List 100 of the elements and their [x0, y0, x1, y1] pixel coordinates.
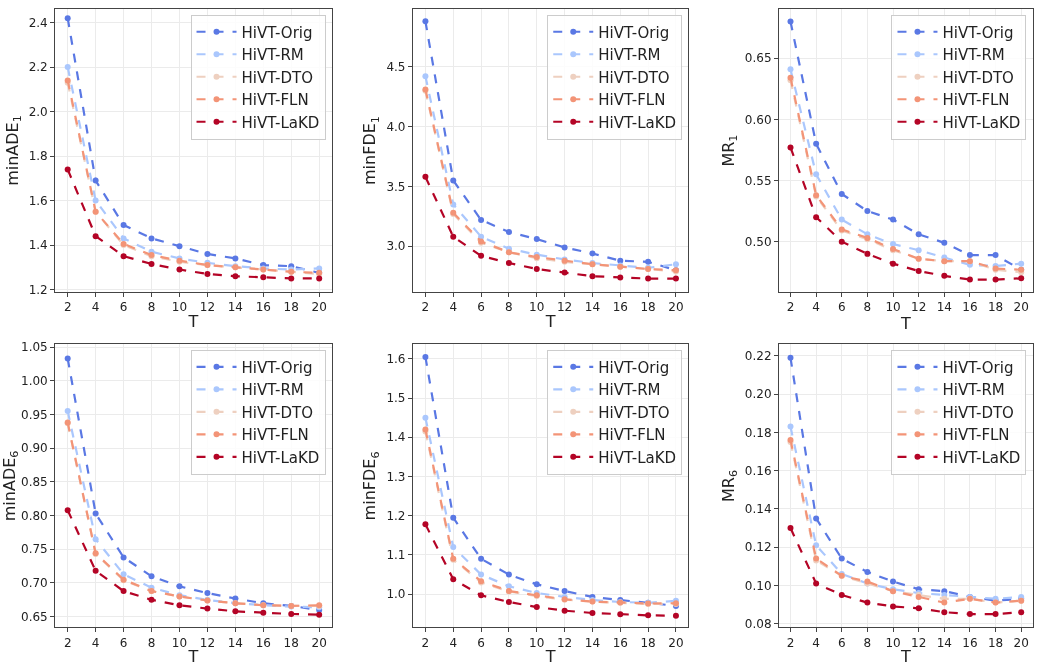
y-tick-label: 0.50: [744, 234, 772, 249]
x-tick-label: 8: [863, 635, 872, 650]
legend-label: HiVT-FLN: [942, 426, 1010, 445]
x-tick-label: 14: [227, 635, 243, 650]
y-tick-label: 3.5: [386, 179, 406, 194]
y-tick-label: 0.75: [21, 542, 48, 557]
x-tick-label: 12: [199, 635, 216, 650]
legend-label: HiVT-LaKD: [241, 113, 320, 132]
legend-label: HiVT-Orig: [598, 23, 670, 42]
legend-label: HiVT-DTO: [942, 68, 1014, 87]
x-tick-label: 16: [962, 300, 978, 315]
legend-label: HiVT-Orig: [241, 23, 313, 42]
legend-label: HiVT-DTO: [598, 68, 670, 87]
x-axis-title: T: [899, 314, 911, 334]
x-tick-label: 14: [227, 300, 243, 315]
x-tick-label: 10: [171, 635, 188, 650]
y-tick-label: 1.8: [28, 149, 48, 164]
x-tick-label: 14: [936, 635, 952, 650]
x-tick-label: 10: [885, 635, 901, 650]
legend-label: HiVT-Orig: [942, 358, 1014, 377]
x-tick-label: 20: [668, 300, 684, 315]
x-tick-label: 2: [786, 635, 795, 650]
legend-label: HiVT-DTO: [598, 403, 670, 422]
x-tick-label: 2: [63, 635, 72, 650]
x-tick-label: 10: [171, 300, 188, 315]
x-tick-label: 4: [449, 300, 458, 315]
legend-label: HiVT-Orig: [598, 358, 670, 377]
x-tick-label: 8: [147, 635, 156, 650]
x-tick-label: 20: [1013, 300, 1029, 315]
x-tick-label: 2: [421, 300, 430, 315]
x-tick-label: 2: [421, 635, 430, 650]
x-tick-label: 16: [255, 300, 271, 315]
y-tick-label: 0.12: [744, 540, 772, 555]
x-tick-label: 2: [63, 300, 72, 315]
x-tick-label: 8: [505, 300, 513, 315]
y-tick-label: 0.65: [21, 609, 48, 624]
y-tick-label: 0.22: [744, 349, 772, 364]
x-tick-label: 8: [863, 300, 872, 315]
y-tick-label: 0.60: [744, 112, 772, 127]
x-tick-label: 2: [786, 300, 795, 315]
y-tick-label: 2.2: [28, 60, 48, 75]
y-tick-label: 0.95: [21, 407, 48, 422]
y-tick-label: 0.80: [21, 508, 48, 523]
y-tick-label: 0.10: [744, 578, 772, 593]
y-tick-label: 0.14: [744, 502, 772, 517]
y-tick-label: 0.85: [21, 475, 48, 490]
x-tick-label: 10: [529, 635, 545, 650]
y-tick-label: 1.4: [28, 238, 48, 253]
y-tick-label: 1.05: [21, 340, 48, 355]
y-tick-label: 4.5: [386, 59, 406, 74]
y-tick-label: 1.0: [386, 587, 406, 602]
x-tick-label: 6: [119, 635, 128, 650]
legend-label: HiVT-DTO: [241, 403, 313, 422]
legend-label: HiVT-FLN: [241, 91, 309, 110]
legend-label: HiVT-FLN: [942, 91, 1010, 110]
x-tick-label: 10: [885, 300, 901, 315]
x-tick-label: 10: [529, 300, 545, 315]
y-tick-label: 0.20: [744, 387, 772, 402]
legend-label: HiVT-Orig: [942, 23, 1014, 42]
x-tick-label: 6: [477, 635, 485, 650]
x-tick-label: 4: [449, 635, 458, 650]
x-tick-label: 8: [505, 635, 513, 650]
legend-label: HiVT-RM: [942, 46, 1005, 65]
legend-label: HiVT-LaKD: [598, 113, 677, 132]
y-tick-label: 1.3: [386, 469, 406, 484]
x-tick-label: 14: [584, 635, 601, 650]
legend-label: HiVT-Orig: [241, 358, 313, 377]
x-tick-label: 16: [255, 635, 271, 650]
x-tick-label: 12: [556, 635, 573, 650]
legend-label: HiVT-LaKD: [942, 113, 1021, 132]
x-tick-label: 16: [612, 635, 628, 650]
x-tick-label: 18: [987, 300, 1004, 315]
legend-label: HiVT-RM: [598, 46, 661, 65]
x-tick-label: 18: [640, 635, 656, 650]
x-tick-label: 12: [556, 300, 573, 315]
x-tick-label: 14: [584, 300, 601, 315]
y-tick-label: 1.6: [386, 352, 406, 367]
y-tick-label: 0.16: [744, 463, 772, 478]
legend-label: HiVT-RM: [241, 381, 304, 400]
x-axis-title: T: [187, 647, 199, 666]
x-axis-title: T: [899, 647, 911, 666]
x-tick-label: 4: [812, 300, 820, 315]
x-tick-label: 18: [283, 300, 299, 315]
legend-label: HiVT-LaKD: [241, 448, 320, 467]
y-tick-label: 2.4: [28, 15, 48, 30]
y-tick-label: 0.55: [744, 173, 772, 188]
y-tick-label: 2.0: [28, 104, 48, 119]
y-tick-label: 0.65: [744, 51, 772, 66]
legend-label: HiVT-DTO: [241, 68, 313, 87]
legend-label: HiVT-RM: [598, 381, 661, 400]
y-tick-label: 1.1: [386, 548, 406, 563]
legend-label: HiVT-FLN: [598, 426, 666, 445]
y-tick-label: 1.2: [386, 508, 406, 523]
x-axis-title: T: [544, 647, 556, 666]
x-tick-label: 20: [668, 635, 684, 650]
y-tick-label: 1.4: [386, 430, 406, 445]
x-tick-label: 20: [311, 635, 327, 650]
x-tick-label: 12: [199, 300, 216, 315]
legend-label: HiVT-FLN: [598, 91, 666, 110]
x-tick-label: 20: [1013, 635, 1029, 650]
